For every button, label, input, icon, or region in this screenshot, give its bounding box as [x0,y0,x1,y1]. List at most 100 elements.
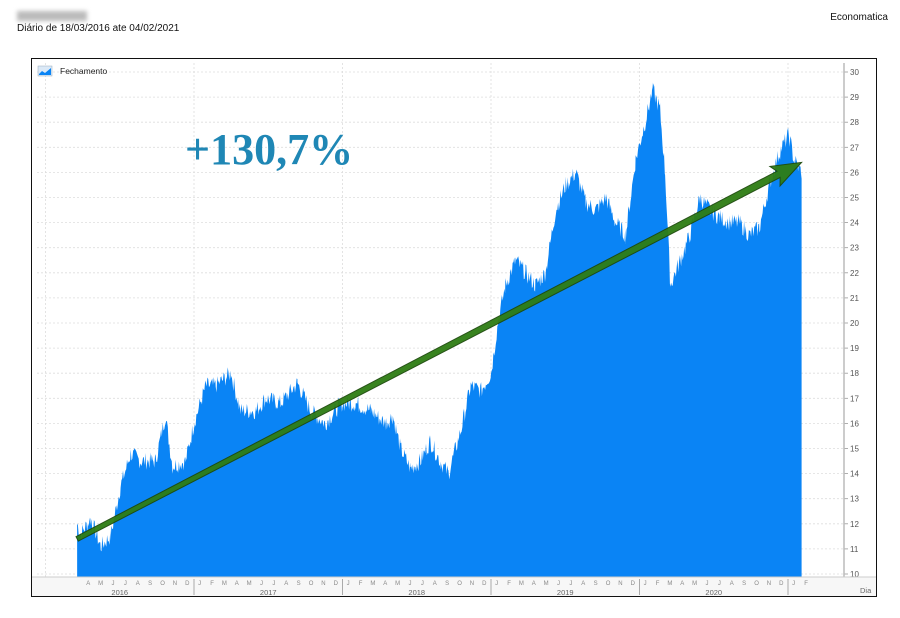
chart-frame: 10 11 12 13 14 15 16 17 18 19 20 21 22 23 24 25 26 27 28 29… [31,58,877,597]
y-tick-label: 24 [850,219,859,228]
x-unit-label: Dia [860,586,872,595]
month-tick-label: J [272,581,275,587]
month-tick-label: M [692,581,697,587]
month-tick-label: S [445,581,449,587]
month-tick-label: J [792,581,795,587]
legend: Fechamento [37,65,108,77]
year-label: 2020 [705,588,722,596]
month-tick-label: N [321,581,325,587]
month-tick-label: M [247,581,252,587]
month-tick-label: J [347,581,350,587]
y-tick-label: 17 [850,394,859,403]
month-tick-label: F [359,581,363,587]
month-tick-label: O [160,581,165,587]
y-tick-label: 19 [850,344,859,353]
area-chart: 10 11 12 13 14 15 16 17 18 19 20 21 22 23 24 25 26 27 28 29… [32,63,876,596]
y-tick-label: 29 [850,93,859,102]
month-tick-label: M [370,581,375,587]
month-tick-label: J [557,581,560,587]
month-tick-label: O [606,581,611,587]
month-tick-label: O [754,581,759,587]
x-axis-band [32,577,876,596]
y-tick-label: 10 [850,570,859,579]
month-tick-label: D [631,581,636,587]
month-tick-label: J [644,581,647,587]
brand-label: Economatica [830,12,888,23]
y-tick-label: 16 [850,419,859,428]
month-tick-label: A [284,581,288,587]
y-tick-label: 28 [850,118,859,127]
month-tick-label: M [519,581,524,587]
month-tick-label: A [581,581,585,587]
month-tick-label: S [148,581,152,587]
month-tick-label: J [124,581,127,587]
year-label: 2016 [111,588,128,596]
month-tick-label: A [730,581,734,587]
month-tick-label: J [260,581,263,587]
month-tick-label: F [507,581,511,587]
year-label: 2019 [557,588,574,596]
y-tick-label: 25 [850,194,859,203]
y-tick-label: 20 [850,319,859,328]
series-area-fechamento [77,82,802,578]
chart-subtitle: Diário de 18/03/2016 ate 04/02/2021 [17,23,180,34]
percent-change-annotation: +130,7% [185,125,353,174]
month-tick-label: J [198,581,201,587]
month-tick-label: M [395,581,400,587]
legend-label: Fechamento [60,66,108,76]
month-tick-label: J [718,581,721,587]
month-tick-label: N [470,581,474,587]
y-tick-label: 15 [850,445,859,454]
month-tick-label: A [235,581,239,587]
month-tick-label: F [804,581,808,587]
month-tick-label: D [482,581,487,587]
year-label: 2017 [260,588,277,596]
month-tick-label: S [594,581,598,587]
month-tick-label: J [421,581,424,587]
month-tick-label: M [667,581,672,587]
blurred-ticker-title [17,11,87,21]
y-tick-label: 13 [850,495,859,504]
month-tick-label: N [767,581,771,587]
month-tick-label: O [309,581,314,587]
y-tick-label: 21 [850,294,859,303]
month-tick-label: J [569,581,572,587]
month-tick-label: N [618,581,622,587]
month-tick-label: S [297,581,301,587]
month-tick-label: D [185,581,190,587]
y-tick-label: 27 [850,143,859,152]
year-label: 2018 [408,588,425,596]
y-tick-label: 12 [850,520,859,529]
trend-arrow [75,161,803,542]
legend-area-icon [37,65,53,77]
trend-arrow-shape [75,161,803,542]
y-tick-label: 26 [850,168,859,177]
month-tick-label: F [210,581,214,587]
month-tick-label: J [112,581,115,587]
month-tick-label: J [706,581,709,587]
month-tick-label: J [495,581,498,587]
month-tick-label: A [136,581,140,587]
month-tick-label: A [383,581,387,587]
y-tick-label: 18 [850,369,859,378]
month-tick-label: D [334,581,339,587]
month-tick-label: J [409,581,412,587]
month-tick-label: A [433,581,437,587]
month-tick-label: N [173,581,177,587]
month-tick-label: O [457,581,462,587]
y-tick-label: 14 [850,470,859,479]
month-tick-label: F [656,581,660,587]
month-tick-label: A [532,581,536,587]
month-tick-label: D [779,581,784,587]
y-tick-label: 22 [850,269,859,278]
month-tick-label: A [680,581,684,587]
month-tick-label: A [86,581,90,587]
y-tick-label: 11 [850,545,859,554]
month-tick-label: S [742,581,746,587]
month-tick-label: M [98,581,103,587]
month-tick-label: M [544,581,549,587]
month-tick-label: M [222,581,227,587]
legend-swatch [39,68,51,75]
y-tick-label: 23 [850,244,859,253]
y-tick-label: 30 [850,68,859,77]
